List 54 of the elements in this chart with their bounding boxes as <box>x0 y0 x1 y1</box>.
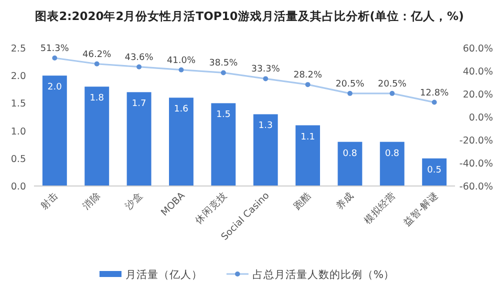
data-label: 33.3% <box>251 64 280 75</box>
data-label: 1.1 <box>300 132 315 142</box>
data-label: 0.8 <box>342 148 358 159</box>
data-label: 1.5 <box>216 110 231 120</box>
bar <box>211 103 236 186</box>
x-tick-label: 益智-解谜 <box>401 190 440 229</box>
bar <box>296 125 320 186</box>
y2-tick-label: 0.0% <box>468 112 493 124</box>
x-tick-label: 跑酷 <box>291 190 314 212</box>
bar <box>422 158 447 186</box>
y-tick-label: 2.0 <box>10 71 26 82</box>
y-tick-label: 1.5 <box>10 98 26 110</box>
x-tick-label: 养成 <box>333 190 356 212</box>
data-label: 1.8 <box>90 94 104 104</box>
x-tick-label: 模拟经营 <box>361 190 398 226</box>
y2-tick-label: 40.0% <box>462 66 493 78</box>
bar <box>84 86 110 186</box>
chart-title: 图表2:2020年2月份女性月活TOP10游戏月活量及其占比分析(单位：亿人，%) <box>35 9 464 23</box>
data-label: 0.8 <box>384 148 400 159</box>
y2-tick-label: -60.0% <box>459 182 493 192</box>
bar <box>168 98 194 186</box>
y2-tick-label: -20.0% <box>459 136 493 146</box>
y-tick-label: 1.0 <box>10 126 26 138</box>
bar <box>126 92 152 186</box>
y-tick-label: 0.0 <box>10 182 26 192</box>
legend-label: 月活量（亿人） <box>126 269 202 281</box>
y-tick-label: 2.5 <box>10 44 26 54</box>
data-label: 0.5 <box>427 165 442 176</box>
bar <box>338 142 362 186</box>
data-label: 1.3 <box>258 121 273 132</box>
data-label: 51.3% <box>40 44 70 54</box>
data-label: 41.0% <box>166 56 196 66</box>
y-tick-label: 0.5 <box>10 154 26 165</box>
x-tick-label: 消除 <box>80 190 103 212</box>
x-tick-label: 沙盒 <box>122 190 146 212</box>
data-label: 43.6% <box>124 52 154 63</box>
data-label: 2.0 <box>48 82 62 93</box>
y2-tick-label: 60.0% <box>462 44 493 54</box>
data-label: 12.8% <box>420 88 450 98</box>
bar <box>380 142 404 186</box>
data-label: 1.6 <box>174 104 189 115</box>
x-tick-label: 射击 <box>38 190 61 212</box>
data-label: 1.7 <box>132 99 146 110</box>
bar <box>253 114 278 186</box>
y2-tick-label: -40.0% <box>459 158 493 170</box>
x-tick-label: 休闲竞技 <box>192 190 230 226</box>
bar <box>42 76 67 186</box>
data-label: 46.2% <box>82 50 112 60</box>
data-label: 20.5% <box>336 79 365 90</box>
data-label: 28.2% <box>293 70 323 81</box>
data-label: 38.5% <box>209 58 238 69</box>
data-label: 20.5% <box>378 79 407 90</box>
y2-tick-label: 20.0% <box>462 90 493 100</box>
legend-label: 占总月活量人数的比例（%） <box>252 268 394 281</box>
